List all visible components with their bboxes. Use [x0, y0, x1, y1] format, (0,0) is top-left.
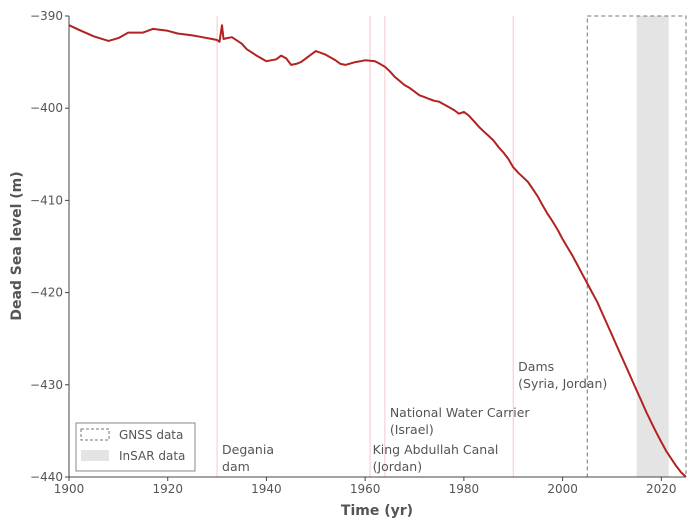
axes	[68, 16, 686, 478]
y-tick-label: −400	[30, 101, 63, 115]
x-tick-label: 2000	[547, 482, 578, 496]
legend: GNSS data InSAR data	[75, 422, 196, 472]
annotation-label: Dams	[518, 359, 554, 374]
legend-gnss-swatch	[80, 428, 110, 441]
annotation-label: National Water Carrier	[390, 405, 531, 420]
legend-insar-swatch	[81, 450, 109, 461]
annotation-label: (Syria, Jordan)	[518, 376, 607, 391]
legend-insar-label: InSAR data	[119, 449, 185, 463]
y-tick-label: −420	[30, 286, 63, 300]
annotation-label: King Abdullah Canal	[373, 442, 499, 457]
legend-gnss-label: GNSS data	[119, 428, 183, 442]
x-tick-label: 1960	[350, 482, 381, 496]
y-axis-title: Dead Sea level (m)	[9, 171, 25, 320]
insar-band	[636, 16, 669, 477]
x-tick-label: 1920	[152, 482, 183, 496]
x-axis-title: Time (yr)	[341, 503, 413, 519]
x-tick-label: 1980	[449, 482, 480, 496]
annotation-label: (Israel)	[390, 422, 434, 437]
y-tick-label: −390	[30, 9, 63, 23]
annotation-label: (Jordan)	[373, 459, 423, 474]
y-tick-label: −430	[30, 378, 63, 392]
legend-box	[75, 422, 196, 472]
annotation-label: Degania	[222, 442, 274, 457]
annotation-label: dam	[222, 459, 250, 474]
x-tick-label: 1900	[54, 482, 85, 496]
y-tick-label: −440	[30, 470, 63, 484]
dead-sea-level-line	[68, 24, 687, 478]
x-tick-label: 1940	[251, 482, 282, 496]
x-tick-label: 2020	[646, 482, 677, 496]
y-tick-label: −410	[30, 193, 63, 207]
